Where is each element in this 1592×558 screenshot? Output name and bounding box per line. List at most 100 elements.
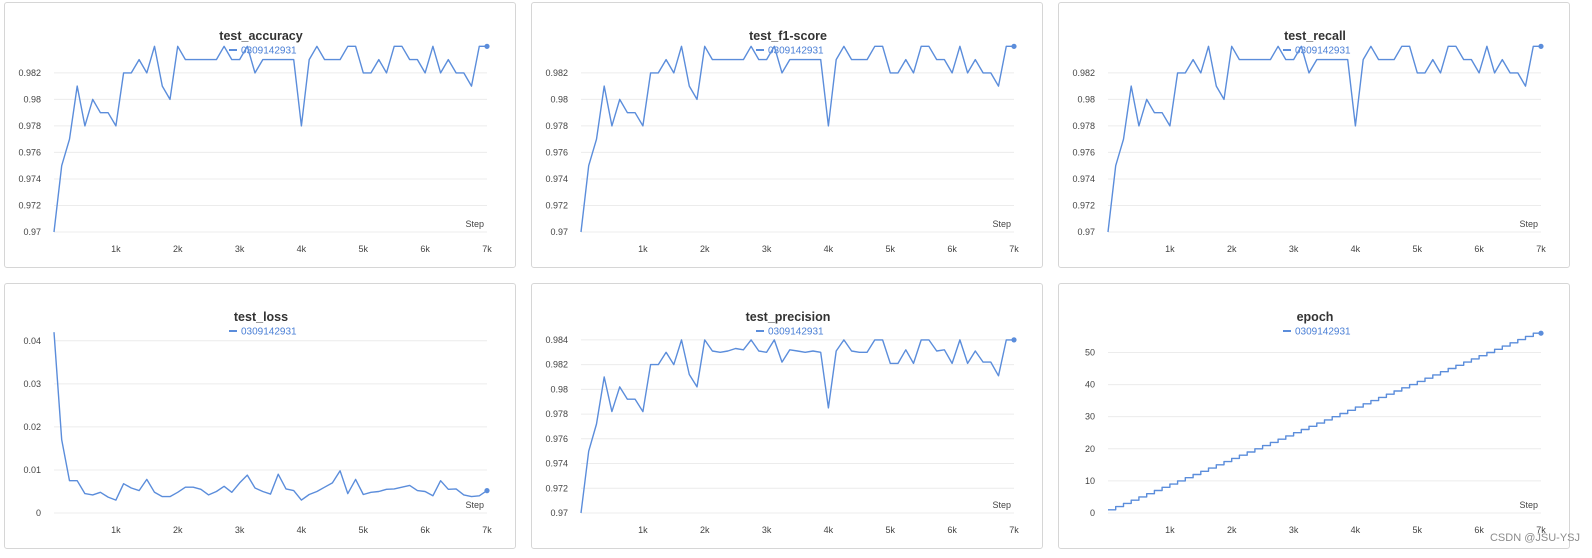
x-tick-label: 2k (700, 244, 710, 254)
watermark: CSDN @JSU-YSJ (1489, 532, 1580, 544)
x-tick-label: 4k (824, 525, 834, 535)
y-tick-label: 0.04 (23, 336, 41, 346)
chart-test-accuracy: test_accuracy 0309142931 0.97 0.972 0.974 0.9… (18, 29, 492, 254)
legend-label: 0309142931 (241, 46, 297, 57)
y-tick-label: 0.972 (1072, 200, 1095, 210)
last-point-marker (484, 488, 490, 494)
y-tick-label: 0.976 (545, 434, 568, 444)
x-tick-label: 5k (886, 244, 896, 254)
y-tick-label: 0.978 (18, 121, 41, 131)
series-line (580, 339, 1014, 514)
x-tick-label: 5k (359, 244, 369, 254)
last-point-marker (1538, 330, 1544, 336)
x-tick-label: 4k (297, 244, 307, 254)
last-point-marker (1538, 43, 1544, 49)
series-line (53, 45, 487, 233)
chart-test-loss: test_loss 0309142931 0 0.01 0.02 0.03 0.04 1k 2k… (23, 310, 492, 535)
x-tick-label: 5k (1413, 244, 1423, 254)
y-tick-label: 0 (36, 508, 41, 518)
y-tick-label: 0 (1090, 508, 1095, 518)
legend-label: 0309142931 (1295, 327, 1351, 338)
x-tick-label: 4k (1351, 525, 1361, 535)
x-axis-label: Step (465, 500, 484, 510)
x-tick-label: 6k (420, 525, 430, 535)
panel-test-precision: test_precision 0309142931 0.97 0.972 0.974 0.… (531, 283, 1043, 549)
x-tick-label: 6k (947, 525, 957, 535)
y-tick-label: 10 (1085, 476, 1095, 486)
y-tick-label: 0.98 (550, 94, 568, 104)
chart-title: test_accuracy (219, 29, 302, 43)
y-tick-label: 0.01 (23, 465, 41, 475)
legend[interactable]: 0309142931 (756, 327, 824, 338)
legend[interactable]: 0309142931 (229, 46, 297, 57)
x-tick-label: 7k (1009, 525, 1019, 535)
y-tick-label: 40 (1085, 380, 1095, 390)
legend-label: 0309142931 (768, 327, 824, 338)
x-tick-label: 2k (173, 244, 183, 254)
y-tick-label: 0.974 (545, 459, 568, 469)
legend[interactable]: 0309142931 (229, 327, 297, 338)
panel-test-f1-score: test_f1-score 0309142931 0.97 0.972 0.974 0.9… (531, 2, 1043, 268)
x-tick-label: 6k (947, 244, 957, 254)
legend[interactable]: 0309142931 (1283, 46, 1351, 57)
x-axis-label: Step (1519, 500, 1538, 510)
y-tick-label: 0.976 (1072, 147, 1095, 157)
x-tick-label: 7k (1009, 244, 1019, 254)
legend[interactable]: 0309142931 (756, 46, 824, 57)
y-tick-label: 0.97 (23, 227, 41, 237)
legend[interactable]: 0309142931 (1283, 327, 1351, 338)
x-tick-label: 3k (235, 525, 245, 535)
y-tick-label: 0.974 (1072, 174, 1095, 184)
chart-test-precision: test_precision 0309142931 0.97 0.972 0.974 0.… (545, 310, 1019, 535)
y-tick-label: 0.976 (18, 147, 41, 157)
y-tick-label: 0.982 (545, 68, 568, 78)
chart-test-recall: test_recall 0309142931 0.97 0.972 0.974 0.976… (1072, 29, 1546, 254)
y-tick-label: 0.972 (545, 483, 568, 493)
x-tick-label: 6k (420, 244, 430, 254)
last-point-marker (1011, 337, 1017, 343)
y-tick-label: 0.03 (23, 379, 41, 389)
y-tick-label: 0.98 (1077, 94, 1095, 104)
y-tick-label: 0.982 (1072, 68, 1095, 78)
last-point-marker (484, 43, 490, 49)
legend-label: 0309142931 (241, 327, 297, 338)
y-tick-label: 0.97 (550, 227, 568, 237)
y-tick-label: 0.982 (18, 68, 41, 78)
x-tick-label: 1k (1165, 525, 1175, 535)
x-tick-label: 6k (1474, 525, 1484, 535)
x-tick-label: 1k (111, 244, 121, 254)
panel-test-accuracy: test_accuracy 0309142931 0.97 0.972 0.974 0.9… (4, 2, 516, 268)
x-tick-label: 2k (173, 525, 183, 535)
panel-test-loss: test_loss 0309142931 0 0.01 0.02 0.03 0.04 1k 2k… (4, 283, 516, 549)
y-tick-label: 0.974 (18, 174, 41, 184)
series-line (53, 332, 488, 501)
x-tick-label: 7k (1536, 244, 1546, 254)
series-line (1107, 45, 1541, 233)
legend-label: 0309142931 (768, 46, 824, 57)
x-axis-label: Step (465, 219, 484, 229)
y-tick-label: 0.98 (550, 384, 568, 394)
panel-test-recall: test_recall 0309142931 0.97 0.972 0.974 0.976… (1058, 2, 1570, 268)
x-tick-label: 1k (1165, 244, 1175, 254)
chart-title: epoch (1297, 310, 1334, 324)
x-tick-label: 5k (1413, 525, 1423, 535)
chart-title: test_f1-score (749, 29, 827, 43)
y-tick-label: 0.978 (545, 121, 568, 131)
x-tick-label: 3k (1289, 244, 1299, 254)
chart-title: test_precision (746, 310, 831, 324)
x-tick-label: 2k (1227, 244, 1237, 254)
y-tick-label: 0.976 (545, 147, 568, 157)
y-tick-label: 0.972 (18, 200, 41, 210)
x-tick-label: 5k (886, 525, 896, 535)
y-tick-label: 0.974 (545, 174, 568, 184)
y-tick-label: 0.02 (23, 422, 41, 432)
chart-title: test_loss (234, 310, 288, 324)
y-tick-label: 0.97 (550, 508, 568, 518)
x-axis-label: Step (992, 500, 1011, 510)
chart-test-f1-score: test_f1-score 0309142931 0.97 0.972 0.974 0.9… (545, 29, 1019, 254)
x-tick-label: 6k (1474, 244, 1484, 254)
x-tick-label: 1k (638, 525, 648, 535)
x-tick-label: 4k (1351, 244, 1361, 254)
x-tick-label: 3k (235, 244, 245, 254)
panel-epoch: epoch 0309142931 0 10 20 30 40 50 1k 2k 3k 4k 5k 6k 7k… (1058, 283, 1570, 549)
